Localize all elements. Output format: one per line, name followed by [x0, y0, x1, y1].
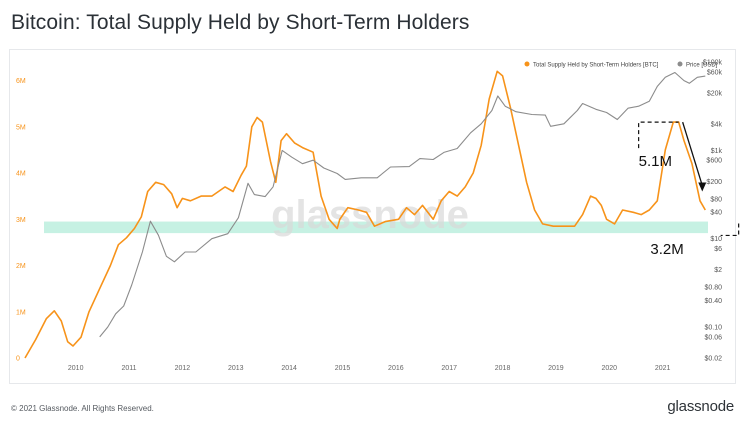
y-right-tick-label: $0.02	[704, 356, 722, 363]
annotation-bracket-bottom	[720, 223, 740, 237]
chart-frame	[9, 49, 736, 384]
x-tick-label: 2017	[441, 365, 457, 372]
annotation-label-top: 5.1M	[639, 153, 672, 170]
y-right-tick-label: $0.80	[704, 285, 722, 292]
y-right-tick-label: $200	[706, 179, 722, 186]
x-tick-label: 2018	[495, 365, 511, 372]
legend-label-sth-supply: Total Supply Held by Short-Term Holders …	[533, 63, 659, 69]
x-tick-label: 2016	[388, 365, 404, 372]
legend-label-price: Price [USD]	[686, 63, 718, 69]
y-right-tick-label: $40	[710, 210, 722, 217]
y-right-tick-label: $2	[714, 267, 722, 274]
x-tick-label: 2012	[175, 365, 191, 372]
copyright-text: © 2021 Glassnode. All Rights Reserved.	[11, 404, 154, 413]
y-right-tick-label: $1k	[711, 148, 723, 155]
series-line-price	[99, 71, 706, 338]
y-right-tick-label: $20k	[707, 90, 723, 97]
y-right-tick-label: $6	[714, 246, 722, 253]
glassnode-logo[interactable]: glassnode	[667, 398, 734, 415]
support-band	[44, 221, 708, 234]
x-tick-label: 2014	[281, 365, 297, 372]
annotation-arrow-line	[682, 121, 703, 186]
y-right-tick-label: $0.06	[704, 334, 722, 341]
chart-title: Bitcoin: Total Supply Held by Short-Term…	[11, 11, 470, 34]
x-tick-label: 2015	[335, 365, 351, 372]
y-left-tick-label: 6M	[16, 78, 26, 85]
legend-dot-sth-supply	[524, 61, 530, 67]
annotation-label-bottom: 3.2M	[650, 241, 683, 258]
watermark: glassnode	[271, 193, 469, 237]
y-right-tick-label: $0.40	[704, 298, 722, 305]
y-right-tick-label: $60k	[707, 69, 723, 76]
x-tick-label: 2013	[228, 365, 244, 372]
y-left-tick-label: 3M	[16, 217, 26, 224]
y-right-tick-label: $4k	[711, 121, 723, 128]
y-left-tick-label: 4M	[16, 171, 26, 178]
x-tick-label: 2021	[655, 365, 671, 372]
annotation-bracket-top	[638, 121, 679, 149]
y-right-tick-label: $600	[706, 158, 722, 165]
y-left-tick-label: 0	[16, 356, 20, 363]
y-right-tick-label: $10	[710, 236, 722, 243]
legend-dot-price	[677, 61, 683, 67]
y-left-tick-label: 2M	[16, 263, 26, 270]
x-tick-label: 2011	[122, 365, 137, 372]
y-right-tick-label: $80	[710, 196, 722, 203]
x-tick-label: 2020	[601, 365, 617, 372]
series-line-sth-supply	[24, 70, 706, 359]
x-tick-label: 2010	[68, 365, 84, 372]
x-tick-label: 2019	[548, 365, 564, 372]
y-right-tick-label: $0.10	[704, 325, 722, 332]
y-left-tick-label: 5M	[16, 124, 26, 131]
y-left-tick-label: 1M	[16, 309, 26, 316]
y-right-tick-label: $100k	[703, 60, 723, 67]
annotation-arrow-head	[698, 182, 707, 192]
